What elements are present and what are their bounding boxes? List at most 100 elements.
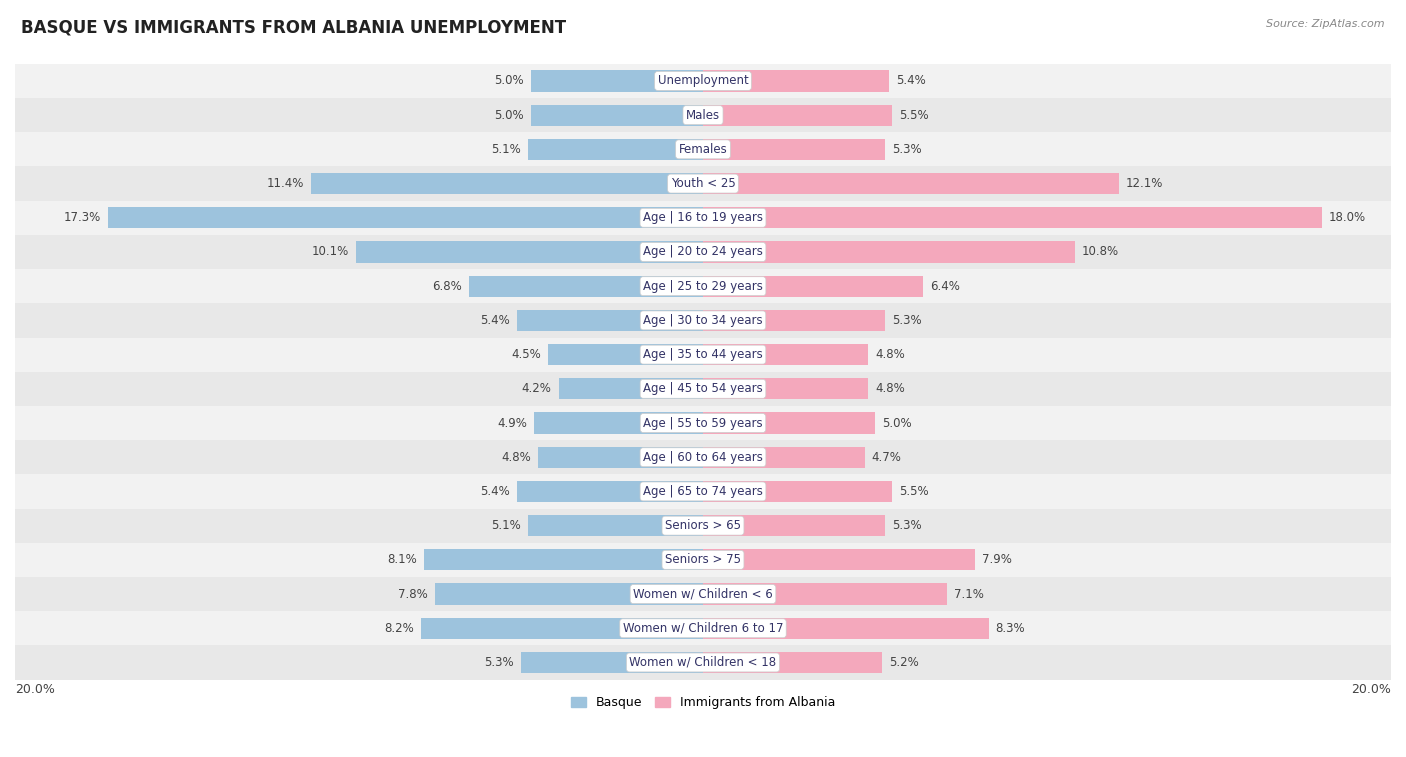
- Text: Males: Males: [686, 109, 720, 122]
- Bar: [517, 481, 703, 502]
- Bar: [15, 509, 1391, 543]
- Text: 4.5%: 4.5%: [512, 348, 541, 361]
- Text: 5.5%: 5.5%: [898, 485, 929, 498]
- Bar: [527, 515, 703, 536]
- Bar: [703, 173, 1119, 195]
- Bar: [703, 652, 882, 673]
- Bar: [703, 276, 924, 297]
- Bar: [15, 543, 1391, 577]
- Text: Age | 55 to 59 years: Age | 55 to 59 years: [643, 416, 763, 429]
- Bar: [15, 98, 1391, 132]
- Bar: [425, 550, 703, 571]
- Bar: [108, 207, 703, 229]
- Bar: [703, 241, 1074, 263]
- Bar: [703, 70, 889, 92]
- Bar: [703, 139, 886, 160]
- Bar: [534, 413, 703, 434]
- Bar: [703, 104, 893, 126]
- Bar: [527, 139, 703, 160]
- Bar: [703, 310, 886, 331]
- Text: BASQUE VS IMMIGRANTS FROM ALBANIA UNEMPLOYMENT: BASQUE VS IMMIGRANTS FROM ALBANIA UNEMPL…: [21, 19, 567, 37]
- Bar: [15, 646, 1391, 680]
- Bar: [15, 338, 1391, 372]
- Text: 4.9%: 4.9%: [498, 416, 527, 429]
- Bar: [531, 104, 703, 126]
- Text: Age | 20 to 24 years: Age | 20 to 24 years: [643, 245, 763, 258]
- Text: 7.9%: 7.9%: [981, 553, 1011, 566]
- Bar: [420, 618, 703, 639]
- Text: 8.2%: 8.2%: [384, 621, 413, 635]
- Bar: [15, 201, 1391, 235]
- Text: 5.0%: 5.0%: [495, 74, 524, 88]
- Text: Age | 25 to 29 years: Age | 25 to 29 years: [643, 279, 763, 293]
- Text: Women w/ Children 6 to 17: Women w/ Children 6 to 17: [623, 621, 783, 635]
- Text: Youth < 25: Youth < 25: [671, 177, 735, 190]
- Bar: [470, 276, 703, 297]
- Bar: [538, 447, 703, 468]
- Text: Females: Females: [679, 143, 727, 156]
- Text: 5.0%: 5.0%: [882, 416, 911, 429]
- Bar: [703, 515, 886, 536]
- Bar: [15, 406, 1391, 440]
- Text: 5.4%: 5.4%: [896, 74, 925, 88]
- Text: 5.4%: 5.4%: [481, 485, 510, 498]
- Bar: [15, 440, 1391, 475]
- Bar: [15, 577, 1391, 611]
- Bar: [520, 652, 703, 673]
- Text: 4.2%: 4.2%: [522, 382, 551, 395]
- Bar: [703, 207, 1322, 229]
- Bar: [548, 344, 703, 365]
- Text: 5.1%: 5.1%: [491, 143, 520, 156]
- Text: 5.3%: 5.3%: [484, 656, 513, 669]
- Text: Age | 16 to 19 years: Age | 16 to 19 years: [643, 211, 763, 224]
- Text: 5.3%: 5.3%: [893, 519, 922, 532]
- Bar: [15, 372, 1391, 406]
- Text: 5.4%: 5.4%: [481, 314, 510, 327]
- Text: 20.0%: 20.0%: [15, 683, 55, 696]
- Text: 4.7%: 4.7%: [872, 450, 901, 464]
- Bar: [15, 235, 1391, 269]
- Bar: [531, 70, 703, 92]
- Bar: [15, 475, 1391, 509]
- Bar: [15, 304, 1391, 338]
- Text: 5.0%: 5.0%: [495, 109, 524, 122]
- Bar: [703, 413, 875, 434]
- Text: 6.4%: 6.4%: [929, 279, 960, 293]
- Bar: [703, 344, 868, 365]
- Text: Seniors > 75: Seniors > 75: [665, 553, 741, 566]
- Text: 5.5%: 5.5%: [898, 109, 929, 122]
- Text: 11.4%: 11.4%: [267, 177, 304, 190]
- Text: 5.1%: 5.1%: [491, 519, 520, 532]
- Text: 8.3%: 8.3%: [995, 621, 1025, 635]
- Text: 5.3%: 5.3%: [893, 314, 922, 327]
- Text: Age | 65 to 74 years: Age | 65 to 74 years: [643, 485, 763, 498]
- Bar: [15, 64, 1391, 98]
- Text: Women w/ Children < 18: Women w/ Children < 18: [630, 656, 776, 669]
- Legend: Basque, Immigrants from Albania: Basque, Immigrants from Albania: [565, 691, 841, 714]
- Text: 12.1%: 12.1%: [1126, 177, 1164, 190]
- Bar: [15, 132, 1391, 167]
- Bar: [311, 173, 703, 195]
- Bar: [703, 584, 948, 605]
- Text: Seniors > 65: Seniors > 65: [665, 519, 741, 532]
- Bar: [15, 269, 1391, 304]
- Text: 18.0%: 18.0%: [1329, 211, 1367, 224]
- Bar: [703, 550, 974, 571]
- Text: Source: ZipAtlas.com: Source: ZipAtlas.com: [1267, 19, 1385, 29]
- Text: 5.3%: 5.3%: [893, 143, 922, 156]
- Text: 5.2%: 5.2%: [889, 656, 918, 669]
- Bar: [703, 378, 868, 400]
- Text: 4.8%: 4.8%: [875, 348, 904, 361]
- Text: 10.1%: 10.1%: [312, 245, 349, 258]
- Text: 7.1%: 7.1%: [955, 587, 984, 600]
- Text: 17.3%: 17.3%: [63, 211, 101, 224]
- Text: Unemployment: Unemployment: [658, 74, 748, 88]
- Bar: [15, 167, 1391, 201]
- Text: 10.8%: 10.8%: [1081, 245, 1119, 258]
- Text: Age | 35 to 44 years: Age | 35 to 44 years: [643, 348, 763, 361]
- Text: Women w/ Children < 6: Women w/ Children < 6: [633, 587, 773, 600]
- Bar: [434, 584, 703, 605]
- Bar: [703, 481, 893, 502]
- Text: 4.8%: 4.8%: [875, 382, 904, 395]
- Text: 6.8%: 6.8%: [433, 279, 463, 293]
